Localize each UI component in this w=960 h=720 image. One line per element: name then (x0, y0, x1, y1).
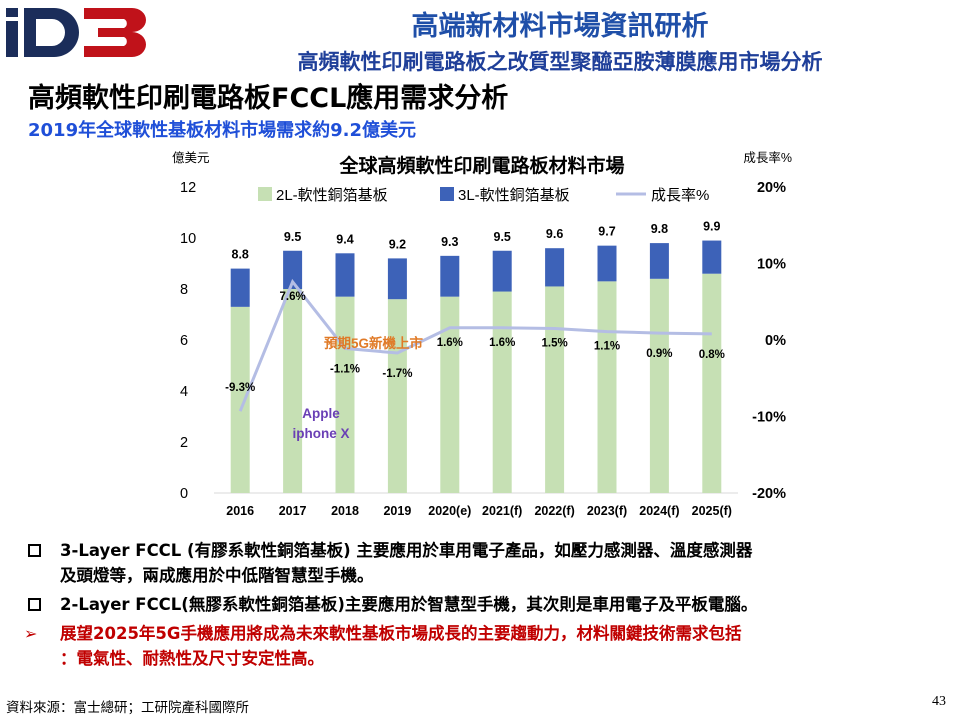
x-tick-label: 2017 (279, 504, 307, 518)
bar-total-label: 9.2 (389, 237, 406, 251)
y-left-tick-label: 4 (180, 384, 188, 400)
growth-label: 0.8% (699, 349, 725, 361)
bar-total-label: 8.8 (232, 248, 249, 262)
growth-label: 7.6% (279, 291, 305, 303)
bar-3l (387, 258, 407, 300)
growth-label: 1.1% (594, 341, 620, 353)
x-tick-label: 2020(e) (428, 504, 471, 518)
bullet-text-cont: 及頭燈等，兩成應用於中低階智慧型手機。 (60, 566, 374, 585)
bar-total-label: 9.5 (284, 230, 301, 244)
bar-total-label: 9.6 (546, 227, 563, 241)
chart-title: 全球高頻軟性印刷電路板材料市場 (338, 154, 624, 177)
y-left-tick-label: 8 (180, 282, 188, 298)
x-tick-label: 2019 (383, 504, 411, 518)
bar-2l (597, 281, 617, 493)
page-number: 43 (932, 694, 946, 709)
y-left-tick-label: 0 (180, 486, 188, 502)
y-right-tick-label: 0% (765, 333, 786, 349)
y-left-tick-label: 12 (180, 180, 196, 196)
bar-2l (440, 296, 460, 493)
y-right-tick-label: -10% (752, 410, 786, 426)
growth-label: -9.3% (225, 382, 255, 394)
growth-label: 1.5% (541, 338, 567, 350)
y-left-tick-label: 6 (180, 333, 188, 349)
bar-3l (230, 268, 250, 307)
y-right-tick-label: -20% (752, 486, 786, 502)
itis-logo (4, 4, 154, 60)
bullet-3layer: 3-Layer FCCL (有膠系軟性銅箔基板) 主要應用於車用電子產品，如壓力… (22, 538, 952, 588)
x-tick-label: 2021(f) (482, 504, 522, 518)
x-tick-label: 2018 (331, 504, 359, 518)
growth-label: 1.6% (437, 337, 463, 349)
bar-2l (387, 299, 407, 493)
y-left-unit: 億美元 (172, 151, 210, 165)
square-bullet-icon (28, 544, 41, 557)
y-right-tick-label: 20% (757, 180, 786, 196)
bullet-list: 3-Layer FCCL (有膠系軟性銅箔基板) 主要應用於車用電子產品，如壓力… (22, 538, 952, 675)
plot-area: 0 2 4 6 8 10 12 -20% -10% 0% 10% 20% 8.8 2016 9.5 2017 9… (180, 180, 786, 518)
arrow-bullet-icon: ➢ (24, 624, 38, 643)
bar-total-label: 9.4 (336, 232, 353, 246)
bullet-text: 展望2025年5G手機應用將成為未來軟性基板市場成長的主要趨動力，材料關鍵技術需… (60, 624, 742, 643)
x-tick-label: 2016 (226, 504, 254, 518)
annotation-apple-line1: Apple (302, 406, 340, 421)
bar-3l (702, 240, 722, 274)
bar-3l (492, 250, 512, 292)
bar-2l (283, 289, 303, 493)
growth-label: 0.9% (646, 348, 672, 360)
growth-label: -1.7% (382, 368, 412, 380)
bar-total-label: 9.9 (703, 220, 720, 234)
growth-line (238, 278, 712, 412)
bullet-text: 3-Layer FCCL (有膠系軟性銅箔基板) 主要應用於車用電子產品，如壓力… (60, 541, 753, 560)
x-tick-label: 2025(f) (692, 504, 732, 518)
source-note: 資料來源：富士總研；工研院產科國際所 (6, 700, 249, 716)
slide-title: 高頻軟性印刷電路板FCCL應用需求分析 (28, 83, 509, 114)
y-right-unit: 成長率% (743, 150, 792, 165)
market-chart-svg: 全球高頻軟性印刷電路板材料市場 億美元 成長率% 2L-軟性銅箔基板 3L-軟性… (172, 150, 792, 518)
square-bullet-icon (28, 598, 41, 611)
bar-2l (492, 291, 512, 493)
bar-total-label: 9.5 (494, 230, 511, 244)
y-left-tick-label: 10 (180, 231, 196, 247)
bar-3l (335, 253, 355, 297)
bar-total-label: 9.8 (651, 222, 668, 236)
bar-3l (283, 250, 303, 289)
x-tick-label: 2022(f) (534, 504, 574, 518)
slide-subtitle: 2019年全球軟性基板材料市場需求約9.2億美元 (28, 120, 416, 141)
bar-2l (545, 286, 565, 493)
legend-label-2l: 2L-軟性銅箔基板 (276, 186, 388, 204)
bar-3l (649, 243, 669, 279)
annotation-forecast: 預期5G新機上市 (324, 335, 424, 351)
x-tick-label: 2023(f) (587, 504, 627, 518)
bullet-text: 2-Layer FCCL(無膠系軟性銅箔基板)主要應用於智慧型手機，其次則是車用… (60, 595, 758, 614)
growth-label: 1.6% (489, 337, 515, 349)
report-subtitle: 高頻軟性印刷電路板之改質型聚醯亞胺薄膜應用市場分析 (297, 50, 823, 74)
bar-total-label: 9.3 (441, 235, 458, 249)
market-chart: 全球高頻軟性印刷電路板材料市場 億美元 成長率% 2L-軟性銅箔基板 3L-軟性… (166, 146, 798, 534)
bullet-text-cont: ：電氣性、耐熱性及尺寸安定性高。 (60, 649, 324, 668)
bullet-2layer: 2-Layer FCCL(無膠系軟性銅箔基板)主要應用於智慧型手機，其次則是車用… (22, 592, 952, 617)
bullet-outlook: ➢ 展望2025年5G手機應用將成為未來軟性基板市場成長的主要趨動力，材料關鍵技… (22, 621, 952, 671)
y-left-tick-label: 2 (180, 435, 188, 451)
org-title: 高端新材料市場資訊研析 (411, 11, 709, 42)
legend-swatch-3l (440, 187, 454, 201)
bar-3l (597, 245, 617, 282)
legend-swatch-2l (258, 187, 272, 201)
bar-3l (440, 255, 460, 297)
bar-2l (335, 296, 355, 493)
legend-label-3l: 3L-軟性銅箔基板 (458, 186, 570, 204)
growth-label: -1.1% (330, 363, 360, 375)
x-tick-label: 2024(f) (639, 504, 679, 518)
legend-label-growth: 成長率% (651, 187, 709, 204)
y-right-tick-label: 10% (757, 257, 786, 273)
bar-2l (702, 273, 722, 493)
bar-3l (545, 248, 565, 287)
annotation-apple-line2: iphone X (293, 426, 350, 441)
bar-2l (230, 306, 250, 493)
bar-total-label: 9.7 (598, 225, 615, 239)
bar-2l (649, 278, 669, 493)
